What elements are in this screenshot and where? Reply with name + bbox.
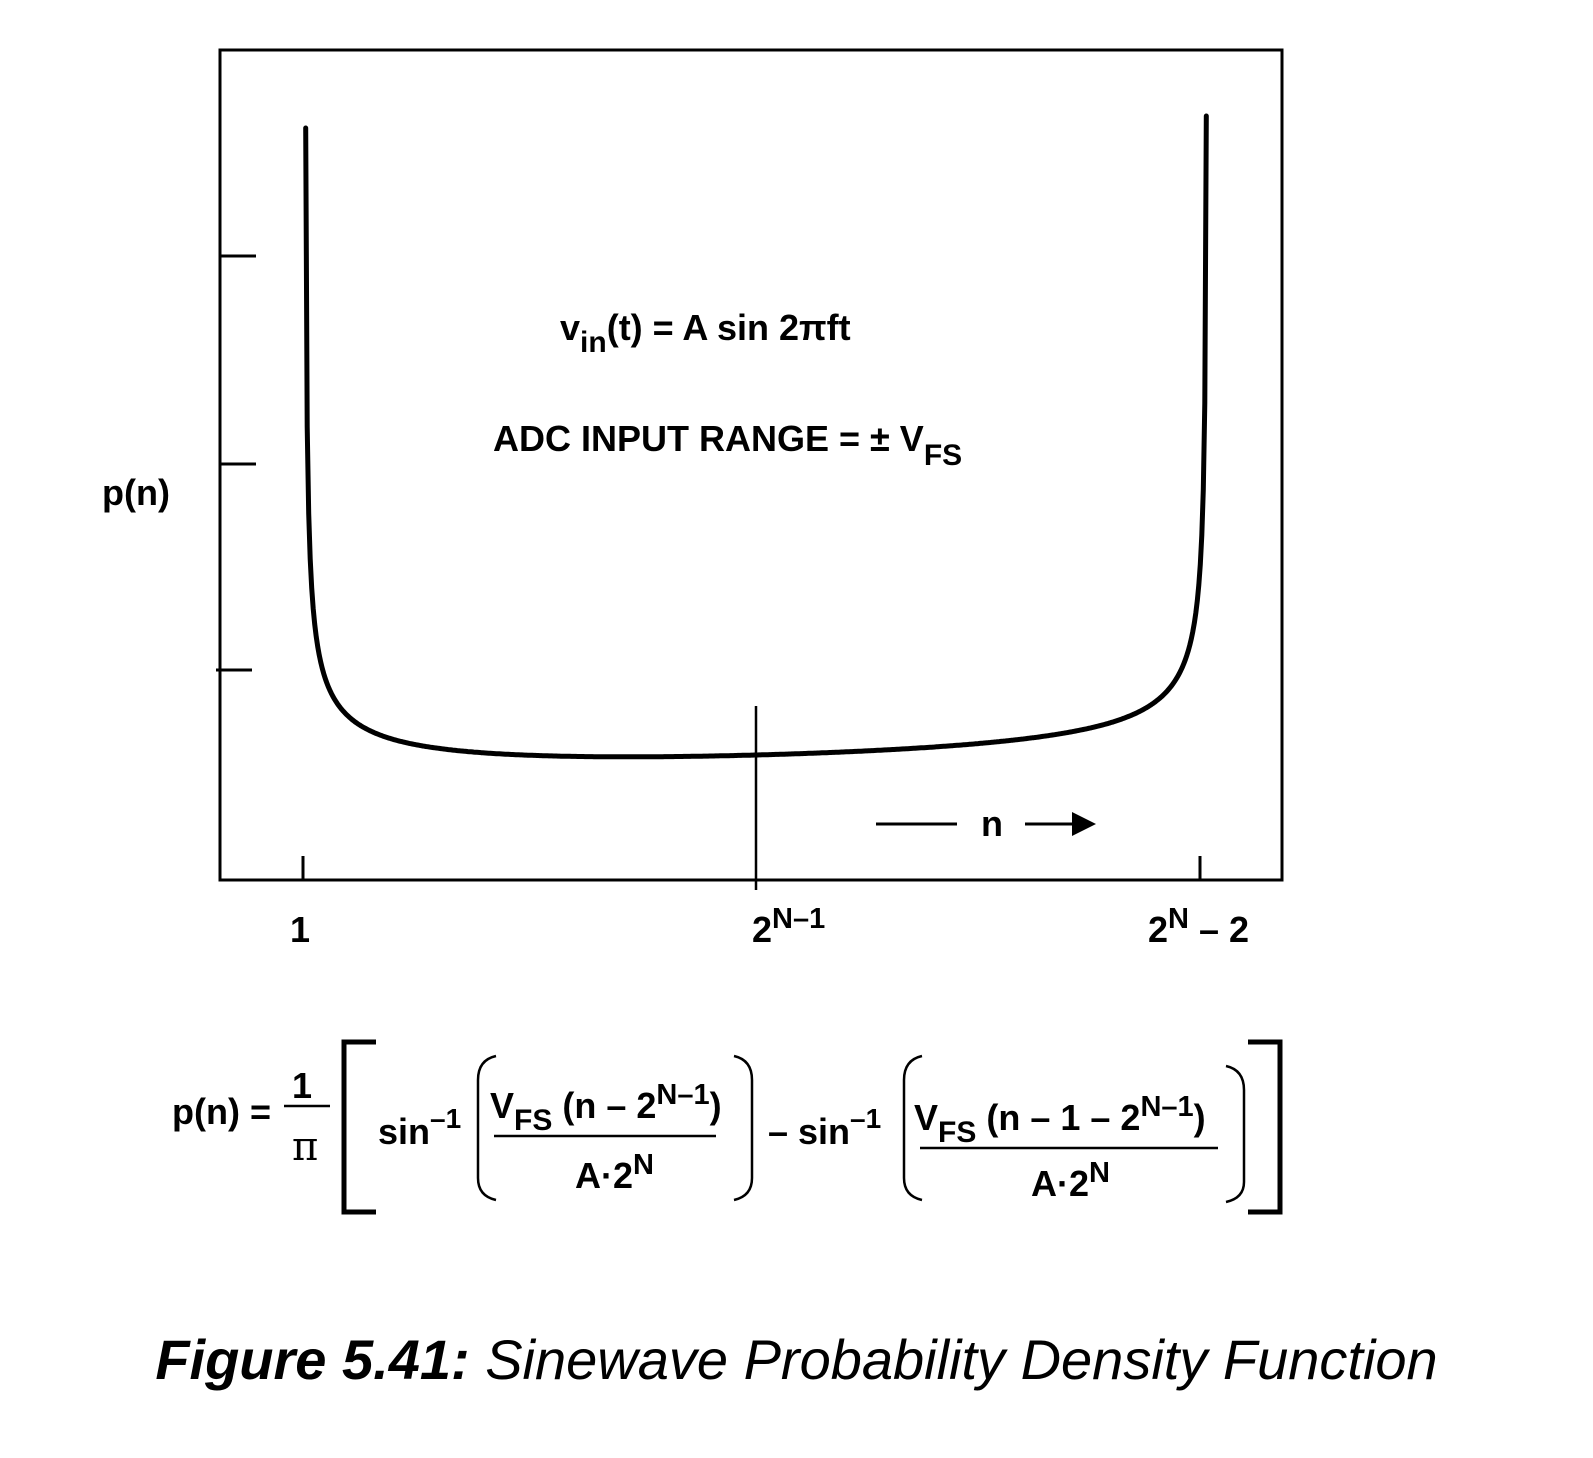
figure-caption: Figure 5.41: Sinewave Probability Densit…: [0, 1325, 1593, 1395]
caption-title: Sinewave Probability Density Function: [485, 1328, 1438, 1391]
formula-numerator-1: 1: [292, 1065, 312, 1106]
outer-right-bracket: [1248, 1039, 1283, 1215]
paren-left-1: [476, 1054, 497, 1202]
x-tick-label-right: 2N – 2: [1148, 903, 1249, 950]
x-axis-label: n: [981, 803, 1003, 844]
formula-pi: π: [292, 1124, 318, 1170]
formula-sin-1: sin–1: [378, 1103, 461, 1152]
formula-lhs: p(n) =: [172, 1091, 271, 1132]
pdf-formula: p(n) = 1 π sin–1 VFS (n – 2N–1) A·2N – s…: [172, 1039, 1283, 1215]
annotation-input-range: ADC INPUT RANGE = ± VFS: [493, 418, 962, 472]
x-tick-label-1: 1: [290, 909, 310, 950]
paren-right-2: [1225, 1064, 1246, 1204]
term1-denominator: A·2N: [575, 1149, 654, 1196]
pdf-curve: [303, 113, 1209, 760]
annotation-vin: vin(t) = A sin 2πft: [560, 307, 851, 359]
formula-sin-2: – sin–1: [768, 1103, 881, 1152]
term2-numerator: VFS (n – 1 – 2N–1): [914, 1091, 1206, 1149]
paren-left-2: [902, 1054, 923, 1202]
term2-denominator: A·2N: [1031, 1157, 1110, 1204]
caption-label: Figure 5.41:: [155, 1328, 470, 1391]
x-tick-label-center: 2N–1: [752, 903, 825, 950]
term1-numerator: VFS (n – 2N–1): [490, 1079, 722, 1137]
arrow-right-icon: [1072, 812, 1096, 836]
outer-left-bracket: [341, 1039, 376, 1215]
y-axis-label: p(n): [102, 472, 170, 513]
paren-right-1: [733, 1054, 754, 1202]
